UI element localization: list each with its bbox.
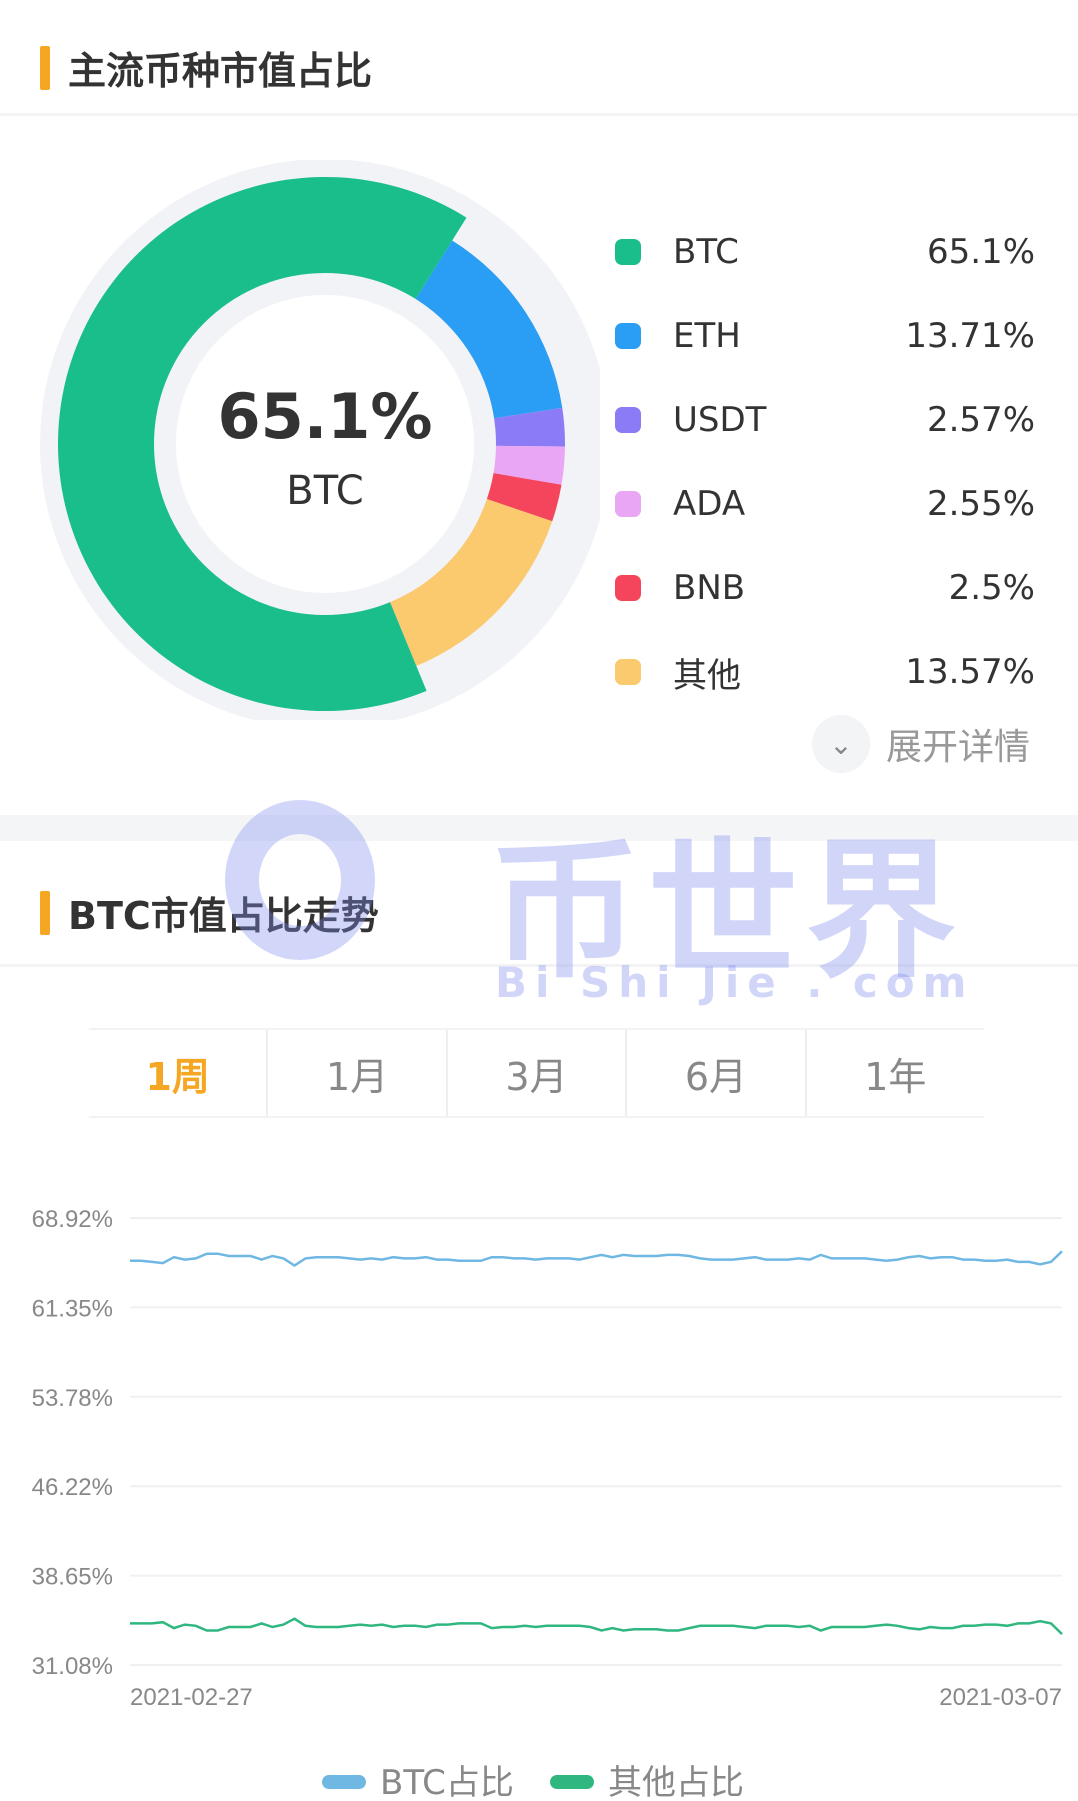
tab-1周[interactable]: 1周	[89, 1030, 269, 1116]
series-line-BTC占比	[130, 1250, 1063, 1267]
donut-slice-其他[interactable]	[385, 495, 553, 666]
title-accent-bar	[40, 45, 50, 90]
legend-item: USDT 2.57%	[615, 378, 1035, 462]
legend-item: BTC 65.1%	[615, 210, 1035, 294]
x-tick-label: 2021-02-27	[130, 1684, 253, 1711]
section-title-text: 主流币种市值占比	[68, 49, 373, 93]
legend-value: 2.5%	[948, 568, 1035, 608]
legend-item: BNB 2.5%	[615, 546, 1035, 630]
legend-value: 2.55%	[926, 484, 1035, 524]
legend-name: USDT	[673, 400, 767, 440]
donut-slice-BTC[interactable]	[58, 176, 467, 711]
series-line-其他占比	[130, 1617, 1063, 1635]
y-tick-label: 38.65%	[32, 1564, 113, 1591]
legend-swatch	[615, 659, 641, 685]
legend-label: 其他占比	[608, 1763, 744, 1801]
donut-slice-ETH[interactable]	[409, 240, 563, 420]
donut-slice-USDT[interactable]	[483, 407, 565, 447]
section-title-trend: BTC市值占比走势	[40, 885, 379, 940]
legend-swatch	[615, 491, 641, 517]
legend-name: BTC	[673, 232, 739, 272]
divider	[0, 964, 1078, 967]
legend-swatch	[615, 323, 641, 349]
legend-name: 其他	[673, 655, 741, 696]
tab-1年[interactable]: 1年	[864, 1054, 927, 1099]
legend-label: BTC占比	[380, 1763, 514, 1801]
legend-value: 2.57%	[926, 400, 1035, 440]
section-title-text: BTC市值占比走势	[68, 894, 379, 938]
tab-1月[interactable]: 1月	[268, 1030, 448, 1116]
donut-chart	[40, 160, 600, 720]
legend-swatch	[615, 239, 641, 265]
legend-item: ADA 2.55%	[615, 462, 1035, 546]
expand-details-label: 展开详情	[885, 727, 1030, 768]
legend-swatch	[615, 407, 641, 433]
line-chart: 68.92% 61.35% 53.78% 46.22% 38.65% 31.08% 2021…	[32, 1206, 1063, 1801]
tab-3月[interactable]: 3月	[448, 1030, 628, 1116]
x-tick-label: 2021-03-07	[939, 1684, 1062, 1711]
y-tick-label: 68.92%	[32, 1206, 113, 1233]
legend-item: 其他 13.57%	[615, 630, 1035, 714]
period-tabs: 1周 1月 3月 6月 1年	[89, 1028, 984, 1118]
expand-details-button[interactable]: ⌄ 展开详情	[811, 715, 1030, 773]
donut-slice-BNB[interactable]	[476, 471, 562, 522]
donut-inner-ring	[154, 273, 496, 615]
donut-legend: BTC 65.1% ETH 13.71% USDT 2.57% ADA 2.55% BNB 2.5…	[615, 210, 1035, 714]
chevron-down-icon: ⌄	[811, 715, 870, 773]
title-accent-bar	[40, 890, 50, 935]
y-tick-label: 46.22%	[32, 1474, 113, 1501]
donut-slice-ADA[interactable]	[482, 445, 565, 485]
legend-swatch	[322, 1775, 366, 1789]
legend-value: 13.71%	[905, 316, 1035, 356]
legend-swatch	[550, 1775, 594, 1789]
section-title-dominance: 主流币种市值占比	[40, 40, 372, 95]
tab-6月[interactable]: 6月	[627, 1030, 807, 1116]
legend-name: ETH	[673, 316, 741, 356]
legend-name: ADA	[673, 484, 746, 524]
legend-swatch	[615, 575, 641, 601]
y-tick-label: 31.08%	[32, 1653, 113, 1680]
y-tick-label: 53.78%	[32, 1385, 113, 1412]
divider	[0, 113, 1078, 116]
legend-name: BNB	[673, 568, 746, 608]
section-separator	[0, 815, 1078, 841]
donut-center-value: 65.1%	[217, 380, 433, 453]
donut-center-label: BTC	[286, 468, 364, 514]
legend-value: 65.1%	[926, 232, 1035, 272]
legend-value: 13.57%	[905, 652, 1035, 692]
y-tick-label: 61.35%	[32, 1295, 113, 1322]
legend-item: ETH 13.71%	[615, 294, 1035, 378]
